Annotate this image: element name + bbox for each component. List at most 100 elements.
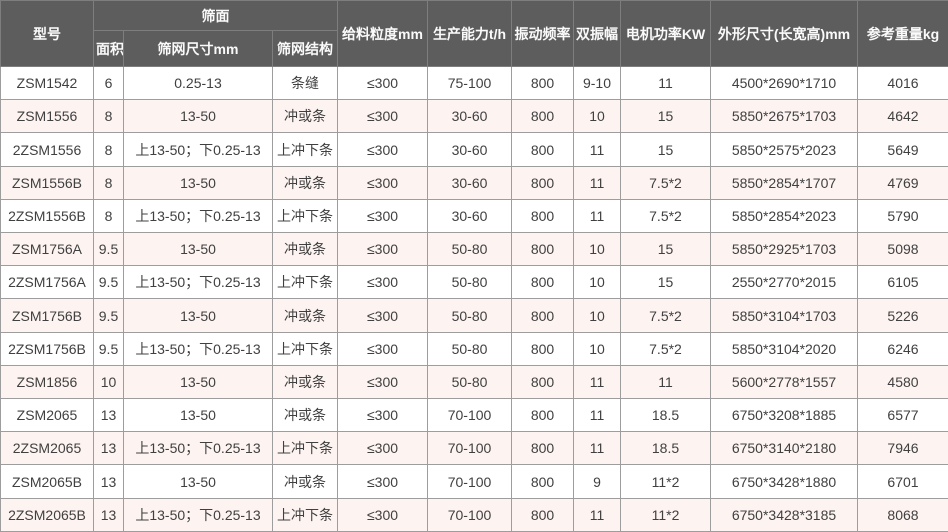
cell-motor-power: 7.5*2	[620, 298, 711, 333]
cell-mesh-size: 上13-50；下0.25-13	[123, 265, 273, 300]
cell-dimensions: 4500*2690*1710	[710, 65, 858, 101]
cell-capacity: 50-80	[427, 265, 512, 300]
cell-mesh-size: 13-50	[123, 165, 273, 200]
table-row: 2ZSM1756B 9.5 上13-50；下0.25-13 上冲下条 ≤300 50-80…	[0, 331, 948, 366]
cell-motor-power: 18.5	[620, 431, 711, 466]
cell-vibration-frequency: 800	[511, 431, 574, 466]
cell-double-amplitude: 11	[573, 431, 621, 466]
cell-double-amplitude: 10	[573, 331, 621, 366]
cell-motor-power: 11*2	[620, 497, 711, 532]
cell-dimensions: 5850*3104*2020	[710, 331, 858, 366]
table-row: 2ZSM1556B 8 上13-50；下0.25-13 上冲下条 ≤300 30-60 80…	[0, 198, 948, 234]
cell-model: ZSM2065	[0, 398, 94, 433]
table-row: ZSM1556B 8 13-50 冲或条 ≤300 30-60 800 11 7.5*2 5850…	[0, 165, 948, 200]
cell-capacity: 70-100	[427, 464, 512, 499]
cell-area: 9.5	[93, 331, 124, 366]
cell-dimensions: 6750*3140*2180	[710, 431, 858, 466]
cell-feed-size: ≤300	[337, 464, 428, 499]
cell-mesh-size: 上13-50；下0.25-13	[123, 198, 273, 234]
cell-feed-size: ≤300	[337, 497, 428, 532]
cell-mesh-size: 上13-50；下0.25-13	[123, 331, 273, 366]
cell-vibration-frequency: 800	[511, 232, 574, 267]
cell-dimensions: 6750*3428*3185	[710, 497, 858, 532]
cell-motor-power: 11	[620, 364, 711, 400]
cell-vibration-frequency: 800	[511, 198, 574, 234]
cell-mesh-size: 上13-50；下0.25-13	[123, 431, 273, 466]
cell-capacity: 70-100	[427, 398, 512, 433]
cell-model: 2ZSM2065	[0, 431, 94, 466]
cell-double-amplitude: 10	[573, 232, 621, 267]
header-model: 型号	[0, 0, 94, 67]
cell-mesh-structure: 上冲下条	[272, 497, 338, 532]
cell-mesh-structure: 冲或条	[272, 99, 338, 134]
cell-vibration-frequency: 800	[511, 298, 574, 333]
cell-dimensions: 6750*3208*1885	[710, 398, 858, 433]
cell-dimensions: 5600*2778*1557	[710, 364, 858, 400]
cell-mesh-size: 上13-50；下0.25-13	[123, 132, 273, 167]
cell-double-amplitude: 11	[573, 398, 621, 433]
cell-area: 8	[93, 198, 124, 234]
cell-model: 2ZSM1556B	[0, 198, 94, 234]
cell-area: 9.5	[93, 232, 124, 267]
cell-dimensions: 6750*3428*1880	[710, 464, 858, 499]
header-weight: 参考重量kg	[857, 0, 948, 67]
cell-vibration-frequency: 800	[511, 364, 574, 400]
cell-feed-size: ≤300	[337, 132, 428, 167]
header-mesh-structure: 筛网结构	[272, 30, 338, 67]
cell-weight: 4016	[857, 65, 948, 101]
cell-motor-power: 11	[620, 65, 711, 101]
cell-mesh-structure: 上冲下条	[272, 198, 338, 234]
cell-mesh-structure: 冲或条	[272, 364, 338, 400]
cell-double-amplitude: 11	[573, 198, 621, 234]
cell-weight: 6105	[857, 265, 948, 300]
header-screen-surface-group: 筛面	[93, 0, 338, 31]
cell-feed-size: ≤300	[337, 364, 428, 400]
cell-mesh-structure: 冲或条	[272, 464, 338, 499]
cell-vibration-frequency: 800	[511, 132, 574, 167]
cell-capacity: 75-100	[427, 65, 512, 101]
cell-area: 9.5	[93, 298, 124, 333]
cell-model: ZSM1756A	[0, 232, 94, 267]
cell-motor-power: 15	[620, 99, 711, 134]
cell-area: 10	[93, 364, 124, 400]
cell-capacity: 30-60	[427, 165, 512, 200]
table-row: ZSM2065 13 13-50 冲或条 ≤300 70-100 800 11 18.5 6750…	[0, 398, 948, 433]
cell-motor-power: 18.5	[620, 398, 711, 433]
cell-feed-size: ≤300	[337, 65, 428, 101]
cell-model: ZSM1542	[0, 65, 94, 101]
cell-area: 13	[93, 497, 124, 532]
cell-mesh-structure: 上冲下条	[272, 331, 338, 366]
cell-feed-size: ≤300	[337, 99, 428, 134]
cell-motor-power: 7.5*2	[620, 198, 711, 234]
table-row: 2ZSM1556 8 上13-50；下0.25-13 上冲下条 ≤300 30-60 800…	[0, 132, 948, 167]
table-row: 2ZSM1756A 9.5 上13-50；下0.25-13 上冲下条 ≤300 50-80…	[0, 265, 948, 300]
cell-mesh-structure: 条缝	[272, 65, 338, 101]
cell-model: ZSM1856	[0, 364, 94, 400]
cell-model: 2ZSM1756A	[0, 265, 94, 300]
cell-mesh-structure: 上冲下条	[272, 265, 338, 300]
cell-dimensions: 5850*2925*1703	[710, 232, 858, 267]
cell-weight: 6246	[857, 331, 948, 366]
cell-double-amplitude: 9	[573, 464, 621, 499]
cell-weight: 5790	[857, 198, 948, 234]
table-row: ZSM1542 6 0.25-13 条缝 ≤300 75-100 800 9-10 11 4500…	[0, 65, 948, 101]
cell-area: 13	[93, 464, 124, 499]
cell-feed-size: ≤300	[337, 331, 428, 366]
cell-weight: 7946	[857, 431, 948, 466]
cell-double-amplitude: 11	[573, 132, 621, 167]
table-row: 2ZSM2065 13 上13-50；下0.25-13 上冲下条 ≤300 70-100 8…	[0, 431, 948, 466]
cell-weight: 6701	[857, 464, 948, 499]
cell-vibration-frequency: 800	[511, 331, 574, 366]
cell-mesh-structure: 冲或条	[272, 232, 338, 267]
cell-capacity: 50-80	[427, 232, 512, 267]
cell-mesh-size: 13-50	[123, 232, 273, 267]
cell-capacity: 70-100	[427, 497, 512, 532]
cell-motor-power: 7.5*2	[620, 165, 711, 200]
cell-dimensions: 5850*3104*1703	[710, 298, 858, 333]
cell-area: 8	[93, 99, 124, 134]
cell-mesh-size: 13-50	[123, 99, 273, 134]
cell-capacity: 50-80	[427, 364, 512, 400]
cell-vibration-frequency: 800	[511, 464, 574, 499]
cell-weight: 5098	[857, 232, 948, 267]
